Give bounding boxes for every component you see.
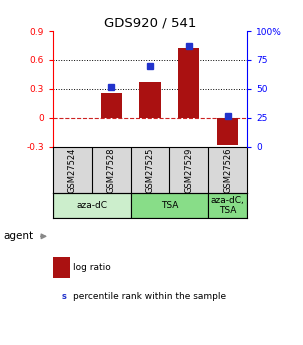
Title: GDS920 / 541: GDS920 / 541	[104, 17, 196, 30]
Text: TSA: TSA	[161, 201, 178, 210]
Bar	[131, 193, 208, 218]
Text: GSM27524: GSM27524	[68, 147, 77, 193]
Text: percentile rank within the sample: percentile rank within the sample	[73, 292, 226, 301]
Bar	[178, 48, 199, 118]
Text: log ratio: log ratio	[73, 263, 111, 272]
Bar	[139, 82, 161, 118]
Text: GSM27526: GSM27526	[223, 147, 232, 193]
Bar	[101, 93, 122, 118]
Text: aza-dC: aza-dC	[76, 201, 107, 210]
Text: agent: agent	[3, 231, 33, 241]
Bar	[53, 193, 131, 218]
Bar	[217, 118, 238, 145]
Text: GSM27529: GSM27529	[184, 147, 193, 193]
Text: s: s	[61, 292, 66, 301]
Text: GSM27528: GSM27528	[107, 147, 116, 193]
Text: aza-dC,
TSA: aza-dC, TSA	[211, 196, 245, 215]
Text: GSM27525: GSM27525	[145, 147, 155, 193]
Bar	[208, 193, 247, 218]
